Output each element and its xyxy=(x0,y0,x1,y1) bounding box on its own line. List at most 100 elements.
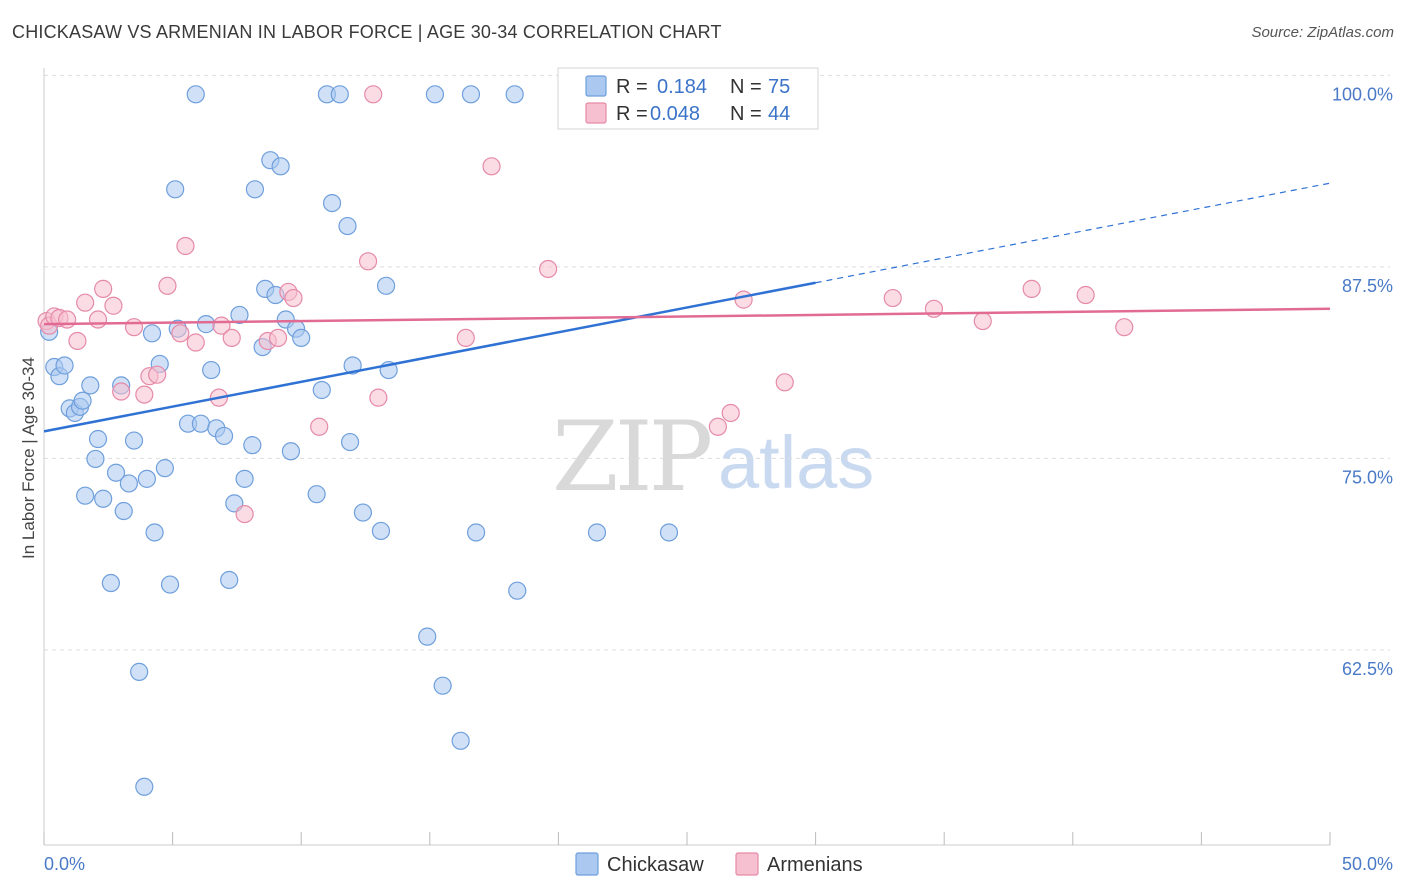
point-chickasaw-68 xyxy=(505,85,524,104)
point-armenians-24 xyxy=(268,328,288,348)
point-chickasaw-57 xyxy=(343,356,362,375)
point-armenians-41 xyxy=(973,311,992,331)
point-armenians-11 xyxy=(124,318,144,337)
point-armenians-38 xyxy=(775,373,794,392)
point-chickasaw-47 xyxy=(281,442,301,461)
point-armenians-27 xyxy=(310,417,329,436)
point-chickasaw-10 xyxy=(88,429,108,449)
point-chickasaw-64 xyxy=(433,676,452,695)
point-armenians-4 xyxy=(58,310,77,329)
point-chickasaw-56 xyxy=(340,432,360,452)
stats-legend: R = 0.184 N = 75 R = 0.048 N = 44 xyxy=(557,67,819,130)
x-tick-label-1: 50.0% xyxy=(1342,854,1393,874)
point-chickasaw-59 xyxy=(371,521,391,541)
point-chickasaw-22 xyxy=(145,523,164,542)
point-chickasaw-11 xyxy=(94,489,113,508)
series-chickasaw-points xyxy=(40,85,709,796)
point-chickasaw-49 xyxy=(292,328,311,348)
watermark-zip: ZIP xyxy=(552,401,711,513)
legend-r-value-chickasaw: 0.184 xyxy=(657,76,707,98)
legend-swatch-chickasaw xyxy=(585,75,607,97)
point-chickasaw-13 xyxy=(106,463,126,482)
point-chickasaw-15 xyxy=(114,501,133,521)
point-armenians-30 xyxy=(369,388,388,407)
bottom-legend-swatch-armenians xyxy=(735,852,759,876)
point-chickasaw-16 xyxy=(119,474,138,493)
point-chickasaw-3 xyxy=(55,356,74,375)
point-chickasaw-34 xyxy=(214,426,234,446)
point-armenians-39 xyxy=(883,288,902,308)
point-armenians-14 xyxy=(148,365,167,384)
point-chickasaw-18 xyxy=(130,662,149,681)
legend-r-label-chickasaw: R = xyxy=(616,76,648,98)
point-armenians-36 xyxy=(721,403,740,423)
point-chickasaw-69 xyxy=(508,581,527,600)
point-armenians-15 xyxy=(158,276,177,295)
trend-line-armenians xyxy=(43,307,1331,326)
point-armenians-5 xyxy=(68,331,87,351)
point-armenians-8 xyxy=(94,279,113,298)
point-chickasaw-45 xyxy=(271,157,290,176)
point-armenians-32 xyxy=(482,157,501,176)
point-chickasaw-60 xyxy=(376,276,396,295)
point-chickasaw-66 xyxy=(461,85,481,104)
legend-n-value-chickasaw: 75 xyxy=(768,76,790,98)
y-tick-label-2: 87.5% xyxy=(1342,276,1393,296)
legend-n-label-chickasaw: N = xyxy=(730,76,762,98)
watermark: ZIP atlas xyxy=(552,401,874,513)
point-chickasaw-50 xyxy=(307,485,326,504)
point-chickasaw-40 xyxy=(245,180,265,199)
point-chickasaw-24 xyxy=(155,459,174,478)
series-legend: Chickasaw Armenians xyxy=(575,852,863,876)
point-armenians-26 xyxy=(284,288,303,308)
point-chickasaw-12 xyxy=(101,573,120,593)
y-tick-label-3: 100.0% xyxy=(1332,84,1393,104)
trend-extension-chickasaw xyxy=(815,182,1331,284)
point-chickasaw-38 xyxy=(235,469,254,488)
legend-n-value-armenians: 44 xyxy=(768,103,790,125)
point-chickasaw-32 xyxy=(202,360,221,380)
point-armenians-9 xyxy=(104,296,123,315)
point-armenians-37 xyxy=(734,290,753,309)
point-chickasaw-9 xyxy=(86,449,105,469)
point-chickasaw-8 xyxy=(81,376,100,395)
point-chickasaw-20 xyxy=(137,469,156,488)
y-axis-title: In Labor Force | Age 30-34 xyxy=(19,357,38,559)
point-armenians-21 xyxy=(222,328,241,348)
point-armenians-28 xyxy=(358,252,378,271)
point-chickasaw-39 xyxy=(243,436,262,455)
point-chickasaw-19 xyxy=(135,777,154,796)
point-chickasaw-67 xyxy=(466,523,486,542)
point-armenians-6 xyxy=(76,293,95,312)
point-chickasaw-29 xyxy=(186,85,205,104)
point-chickasaw-70 xyxy=(587,523,607,542)
point-armenians-33 xyxy=(539,259,558,279)
point-armenians-10 xyxy=(112,382,131,401)
trend-line-chickasaw xyxy=(43,281,816,433)
point-armenians-16 xyxy=(171,324,190,343)
x-axis-ticks xyxy=(43,832,1331,845)
x-tick-label-0: 0.0% xyxy=(44,854,85,874)
point-chickasaw-74 xyxy=(73,391,92,410)
point-chickasaw-55 xyxy=(338,216,357,236)
legend-swatch-armenians xyxy=(585,102,607,124)
y-tick-label-1: 75.0% xyxy=(1342,467,1393,487)
point-chickasaw-63 xyxy=(425,85,445,104)
point-chickasaw-35 xyxy=(220,570,239,590)
trend-lines xyxy=(43,182,1331,433)
gridlines xyxy=(44,74,1390,651)
legend-r-value-armenians: 0.048 xyxy=(650,103,700,125)
point-chickasaw-37 xyxy=(230,305,249,325)
point-chickasaw-7 xyxy=(76,486,95,505)
source-label: Source: ZipAtlas.com xyxy=(1251,24,1394,41)
point-armenians-12 xyxy=(135,385,154,404)
bottom-legend-label-armenians: Armenians xyxy=(767,854,863,876)
y-tick-label-0: 62.5% xyxy=(1342,659,1393,679)
point-chickasaw-17 xyxy=(124,431,144,450)
point-armenians-17 xyxy=(176,236,195,256)
point-chickasaw-65 xyxy=(451,731,470,750)
point-chickasaw-71 xyxy=(659,523,679,542)
point-armenians-7 xyxy=(88,310,108,329)
point-chickasaw-62 xyxy=(418,627,437,646)
